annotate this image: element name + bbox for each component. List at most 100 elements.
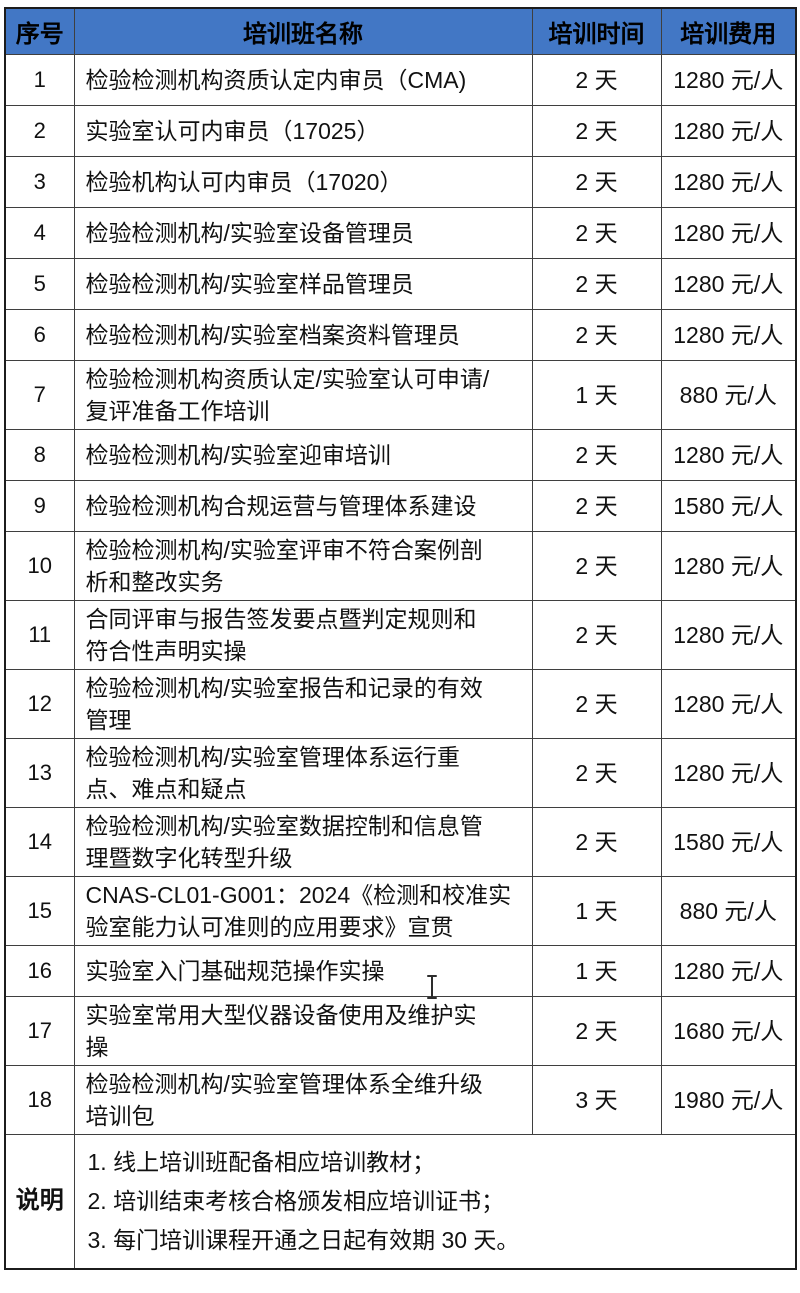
- course-name-cell: 检验检测机构/实验室设备管理员: [73, 207, 533, 259]
- row-number-cell: 13: [4, 738, 75, 808]
- table-row: 7 检验检测机构资质认定/实验室认可申请/ 复评准备工作培训 1 天 880 元…: [4, 360, 797, 430]
- text-cursor-icon: [426, 974, 438, 1000]
- table-row: 3 检验机构认可内审员（17020） 2 天 1280 元/人: [4, 156, 797, 208]
- fee-cell: 1580 元/人: [660, 807, 797, 877]
- header-cell-fee: 培训费用: [660, 7, 797, 55]
- fee-cell: 1280 元/人: [660, 945, 797, 997]
- course-name-cell: 检验检测机构/实验室数据控制和信息管 理暨数字化转型升级: [73, 807, 533, 877]
- course-name-cell: 实验室入门基础规范操作实操: [73, 945, 533, 997]
- fee-cell: 1280 元/人: [660, 738, 797, 808]
- table-row: 13 检验检测机构/实验室管理体系运行重 点、难点和疑点 2 天 1280 元/…: [4, 738, 797, 808]
- course-name-cell: 检验检测机构/实验室管理体系运行重 点、难点和疑点: [73, 738, 533, 808]
- fee-cell: 1680 元/人: [660, 996, 797, 1066]
- row-number-cell: 3: [4, 156, 75, 208]
- duration-cell: 2 天: [531, 480, 662, 532]
- duration-cell: 2 天: [531, 207, 662, 259]
- table-row: 14 检验检测机构/实验室数据控制和信息管 理暨数字化转型升级 2 天 1580…: [4, 807, 797, 877]
- duration-cell: 3 天: [531, 1065, 662, 1135]
- table-row: 9 检验检测机构合规运营与管理体系建设 2 天 1580 元/人: [4, 480, 797, 532]
- course-name-cell: 检验检测机构/实验室报告和记录的有效 管理: [73, 669, 533, 739]
- course-name-cell: 合同评审与报告签发要点暨判定规则和 符合性声明实操: [73, 600, 533, 670]
- course-name-cell: 检验检测机构/实验室管理体系全维升级 培训包: [73, 1065, 533, 1135]
- duration-cell: 1 天: [531, 876, 662, 946]
- table-row: 12 检验检测机构/实验室报告和记录的有效 管理 2 天 1280 元/人: [4, 669, 797, 739]
- row-number-cell: 7: [4, 360, 75, 430]
- fee-cell: 1280 元/人: [660, 207, 797, 259]
- table-row: 8 检验检测机构/实验室迎审培训 2 天 1280 元/人: [4, 429, 797, 481]
- row-number-cell: 18: [4, 1065, 75, 1135]
- table-row: 6 检验检测机构/实验室档案资料管理员 2 天 1280 元/人: [4, 309, 797, 361]
- duration-cell: 2 天: [531, 309, 662, 361]
- table-body: 1 检验检测机构资质认定内审员（CMA) 2 天 1280 元/人 2 实验室认…: [4, 54, 797, 1135]
- row-number-cell: 16: [4, 945, 75, 997]
- row-number-cell: 5: [4, 258, 75, 310]
- course-name-cell: 检验机构认可内审员（17020）: [73, 156, 533, 208]
- course-name-cell: 检验检测机构资质认定内审员（CMA): [73, 54, 533, 106]
- course-name-cell: 检验检测机构/实验室样品管理员: [73, 258, 533, 310]
- row-number-cell: 8: [4, 429, 75, 481]
- table-footer: 说明 1. 线上培训班配备相应培训教材； 2. 培训结束考核合格颁发相应培训证书…: [4, 1134, 797, 1269]
- row-number-cell: 6: [4, 309, 75, 361]
- table-row: 17 实验室常用大型仪器设备使用及维护实 操 2 天 1680 元/人: [4, 996, 797, 1066]
- table-row: 16 实验室入门基础规范操作实操 1 天 1280 元/人: [4, 945, 797, 997]
- row-number-cell: 9: [4, 480, 75, 532]
- fee-cell: 1280 元/人: [660, 669, 797, 739]
- table-row: 2 实验室认可内审员（17025） 2 天 1280 元/人: [4, 105, 797, 157]
- notes-label: 说明: [4, 1134, 75, 1269]
- row-number-cell: 17: [4, 996, 75, 1066]
- table-header: 序号 培训班名称 培训时间 培训费用: [4, 7, 797, 55]
- note-item-3: 3. 每门培训课程开通之日起有效期 30 天。: [87, 1227, 520, 1254]
- notes-body: 1. 线上培训班配备相应培训教材； 2. 培训结束考核合格颁发相应培训证书； 3…: [73, 1134, 797, 1269]
- header-cell-name: 培训班名称: [73, 7, 533, 55]
- fee-cell: 1580 元/人: [660, 480, 797, 532]
- row-number-cell: 2: [4, 105, 75, 157]
- fee-cell: 1280 元/人: [660, 54, 797, 106]
- course-name-cell: 检验检测机构资质认定/实验室认可申请/ 复评准备工作培训: [73, 360, 533, 430]
- notes-row: 说明 1. 线上培训班配备相应培训教材； 2. 培训结束考核合格颁发相应培训证书…: [4, 1134, 797, 1269]
- course-name-cell: 检验检测机构/实验室迎审培训: [73, 429, 533, 481]
- fee-cell: 1280 元/人: [660, 600, 797, 670]
- fee-cell: 1280 元/人: [660, 105, 797, 157]
- table-row: 1 检验检测机构资质认定内审员（CMA) 2 天 1280 元/人: [4, 54, 797, 106]
- course-name-cell: 实验室常用大型仪器设备使用及维护实 操: [73, 996, 533, 1066]
- fee-cell: 1280 元/人: [660, 156, 797, 208]
- duration-cell: 2 天: [531, 996, 662, 1066]
- table-row: 11 合同评审与报告签发要点暨判定规则和 符合性声明实操 2 天 1280 元/…: [4, 600, 797, 670]
- duration-cell: 2 天: [531, 54, 662, 106]
- row-number-cell: 14: [4, 807, 75, 877]
- duration-cell: 2 天: [531, 669, 662, 739]
- fee-cell: 1280 元/人: [660, 309, 797, 361]
- table-row: 15 CNAS-CL01-G001：2024《检测和校准实 验室能力认可准则的应…: [4, 876, 797, 946]
- table-row: 10 检验检测机构/实验室评审不符合案例剖 析和整改实务 2 天 1280 元/…: [4, 531, 797, 601]
- table-row: 4 检验检测机构/实验室设备管理员 2 天 1280 元/人: [4, 207, 797, 259]
- table-row: 18 检验检测机构/实验室管理体系全维升级 培训包 3 天 1980 元/人: [4, 1065, 797, 1135]
- note-item-2: 2. 培训结束考核合格颁发相应培训证书；: [87, 1188, 505, 1215]
- fee-cell: 1980 元/人: [660, 1065, 797, 1135]
- fee-cell: 880 元/人: [660, 360, 797, 430]
- fee-cell: 1280 元/人: [660, 531, 797, 601]
- row-number-cell: 12: [4, 669, 75, 739]
- course-name-cell: 检验检测机构/实验室档案资料管理员: [73, 309, 533, 361]
- row-number-cell: 1: [4, 54, 75, 106]
- duration-cell: 2 天: [531, 429, 662, 481]
- duration-cell: 2 天: [531, 156, 662, 208]
- duration-cell: 2 天: [531, 105, 662, 157]
- course-name-cell: CNAS-CL01-G001：2024《检测和校准实 验室能力认可准则的应用要求…: [73, 876, 533, 946]
- fee-cell: 1280 元/人: [660, 258, 797, 310]
- note-item-1: 1. 线上培训班配备相应培训教材；: [87, 1149, 436, 1176]
- course-name-cell: 检验检测机构/实验室评审不符合案例剖 析和整改实务: [73, 531, 533, 601]
- duration-cell: 2 天: [531, 600, 662, 670]
- header-cell-time: 培训时间: [531, 7, 662, 55]
- duration-cell: 2 天: [531, 807, 662, 877]
- fee-cell: 880 元/人: [660, 876, 797, 946]
- duration-cell: 2 天: [531, 738, 662, 808]
- training-table: 序号 培训班名称 培训时间 培训费用 1 检验检测机构资质认定内审员（CMA) …: [4, 7, 797, 1270]
- duration-cell: 1 天: [531, 360, 662, 430]
- duration-cell: 2 天: [531, 531, 662, 601]
- course-name-cell: 实验室认可内审员（17025）: [73, 105, 533, 157]
- header-cell-no: 序号: [4, 7, 75, 55]
- header-row: 序号 培训班名称 培训时间 培训费用: [4, 7, 797, 55]
- duration-cell: 2 天: [531, 258, 662, 310]
- row-number-cell: 15: [4, 876, 75, 946]
- row-number-cell: 4: [4, 207, 75, 259]
